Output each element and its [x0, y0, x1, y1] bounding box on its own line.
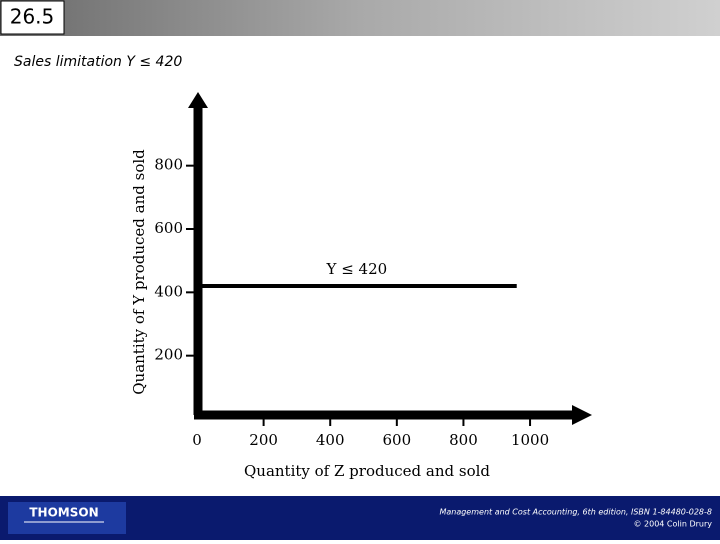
header-band [0, 0, 720, 36]
x-tick-label: 0 [192, 431, 202, 449]
y-tick-label: 200 [154, 346, 183, 364]
footer-citation: Management and Cost Accounting, 6th edit… [439, 508, 712, 517]
plot: Quantity of Z produced and sold Quantity… [130, 92, 592, 480]
x-tick-label: 800 [449, 431, 478, 449]
x-axis-label: Quantity of Z produced and sold [244, 462, 490, 480]
y-tick-label: 800 [154, 156, 183, 174]
y-tick-label: 600 [154, 219, 183, 237]
x-tick-label: 600 [383, 431, 412, 449]
logo: THOMSON [29, 506, 98, 520]
slide-number-box [0, 0, 65, 35]
x-tick-label: 400 [316, 431, 345, 449]
footer-copyright: © 2004 Colin Drury [633, 520, 712, 529]
y-axis-label: Quantity of Y produced and sold [130, 149, 148, 395]
slide-number: 26.5 [10, 5, 55, 29]
x-tick-label: 200 [249, 431, 278, 449]
subtitle: Sales limitation Y ≤ 420 [14, 54, 182, 70]
y-arrow [188, 92, 208, 108]
x-tick-label: 1000 [511, 431, 549, 449]
logo-box [8, 502, 126, 534]
annotation: Y ≤ 420 [326, 260, 388, 278]
x-arrow [572, 405, 592, 425]
y-tick-label: 400 [154, 282, 183, 300]
